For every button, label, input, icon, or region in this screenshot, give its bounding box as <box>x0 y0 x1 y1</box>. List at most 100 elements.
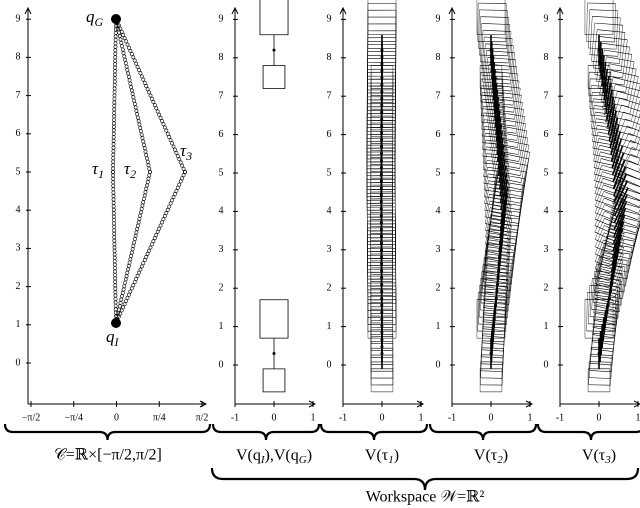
path-node <box>129 52 134 56</box>
swept-edge <box>485 221 491 245</box>
swept-edge <box>506 198 511 221</box>
swept-edge <box>511 245 515 285</box>
swept-edge <box>484 257 507 263</box>
path-node <box>113 58 118 63</box>
swept-edge <box>632 99 640 129</box>
workspace-title: Workspace 𝒲=ℝ² <box>366 489 485 506</box>
path-node <box>113 290 118 295</box>
swept-edge <box>592 141 614 146</box>
swept-edge <box>483 277 487 301</box>
path-node <box>181 166 186 171</box>
swept-edge <box>484 209 507 215</box>
path-node <box>135 112 140 117</box>
swept-edge <box>484 242 490 266</box>
path-node <box>112 235 117 240</box>
swept-edge <box>483 293 506 297</box>
swept-edge <box>519 130 528 169</box>
swept-edge <box>606 127 634 137</box>
swept-edge <box>482 335 505 338</box>
swept-edge <box>484 180 489 204</box>
swept-edge <box>482 250 486 289</box>
path-node <box>167 135 172 139</box>
path-node <box>112 249 117 253</box>
swept-edge <box>490 207 512 213</box>
swept-edge <box>594 193 616 201</box>
path-node <box>130 247 135 252</box>
swept-edge <box>513 73 519 113</box>
swept-edge <box>480 23 482 62</box>
swept-edge <box>484 189 506 194</box>
path-node <box>155 109 160 114</box>
swept-edge <box>510 252 514 291</box>
path-node <box>152 103 157 107</box>
path-node <box>144 84 149 88</box>
swept-edge <box>594 246 616 256</box>
swept-edge <box>480 92 483 116</box>
path-node <box>145 251 150 256</box>
path-node <box>125 270 130 275</box>
path-node <box>136 220 141 225</box>
robot-pivot <box>489 48 493 52</box>
path-node <box>113 300 118 305</box>
swept-edge <box>508 272 511 312</box>
swept-edge <box>482 328 505 331</box>
swept-edge <box>592 334 614 339</box>
y-tick-label: 3 <box>436 244 441 255</box>
robot-pivot <box>618 179 622 183</box>
subscript: 1 <box>98 167 104 181</box>
swept-edge <box>494 194 523 200</box>
swept-edge <box>506 219 513 242</box>
swept-edge <box>589 278 593 317</box>
path-node <box>112 93 117 98</box>
swept-edge <box>481 257 485 296</box>
path-node <box>137 68 141 72</box>
path-node <box>112 110 117 115</box>
swept-edge <box>506 239 511 263</box>
path-node <box>111 187 116 192</box>
path-node <box>138 71 143 76</box>
swept-edge <box>613 321 617 345</box>
swept-edge <box>593 154 615 160</box>
swept-edge <box>593 160 615 167</box>
path-node <box>144 186 149 191</box>
caption-subscript: I <box>260 454 266 466</box>
path-node <box>142 142 146 147</box>
path-node <box>112 228 117 233</box>
swept-edge <box>593 297 599 321</box>
swept-edge <box>620 32 626 71</box>
swept-edge <box>614 227 625 249</box>
path-node <box>112 114 116 119</box>
swept-edge <box>592 311 597 335</box>
swept-edge <box>483 182 506 187</box>
x-tick-label: 0 <box>597 412 602 423</box>
caption-part: ) <box>394 447 399 464</box>
swept-edge <box>504 294 508 318</box>
swept-edge <box>592 118 597 142</box>
path-node <box>175 185 180 190</box>
path-node <box>124 274 129 278</box>
swept-edge <box>506 191 511 214</box>
swept-edge <box>610 79 613 103</box>
y-tick-label: 7 <box>327 90 332 101</box>
path-node <box>117 304 122 309</box>
swept-edge <box>589 108 612 111</box>
swept-edge <box>593 305 616 311</box>
swept-edge <box>591 348 614 352</box>
path-node <box>135 227 140 231</box>
swept-edge <box>505 273 509 297</box>
path-node <box>113 286 118 291</box>
path-node <box>113 293 118 298</box>
swept-edge <box>487 263 510 268</box>
path-node <box>113 266 117 270</box>
swept-edge <box>483 307 506 311</box>
path-node <box>113 55 118 60</box>
swept-edge <box>483 263 488 287</box>
path-node <box>111 190 116 195</box>
swept-edge <box>483 160 488 184</box>
path-node <box>139 74 144 79</box>
caption-part: V(τ <box>365 447 389 464</box>
swept-edge <box>520 145 530 183</box>
swept-edge <box>485 236 507 242</box>
swept-edge <box>486 146 508 150</box>
